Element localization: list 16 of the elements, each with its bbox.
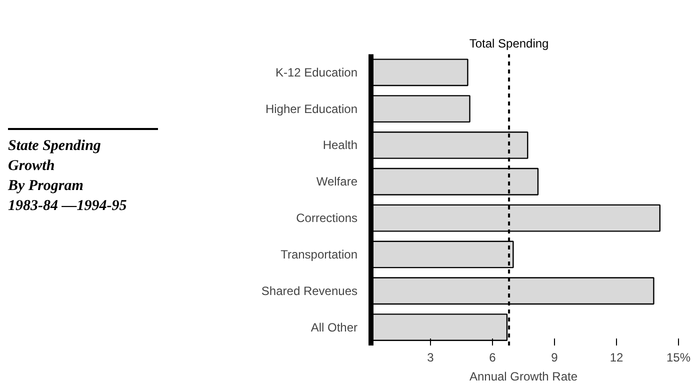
y-tick-label: All Other <box>310 320 358 334</box>
y-tick-label: Higher Education <box>265 102 358 116</box>
x-tick-label: 6 <box>489 350 496 364</box>
x-tick-label: 9 <box>551 350 558 364</box>
y-tick-label: Transportation <box>280 247 358 262</box>
text: State Spending Growth By Program 1983-84 —1994-95 <box>8 128 158 216</box>
x-tick-label: 12 <box>610 350 624 364</box>
y-tick-label: Welfare <box>316 174 358 189</box>
x-axis-title: Annual Growth Rate <box>469 370 578 384</box>
y-tick-label: K-12 Education <box>275 65 358 80</box>
y-tick-label: Health <box>322 138 358 152</box>
y-tick-label: Corrections <box>296 211 358 226</box>
ref-line-label: Total Spending <box>469 36 549 51</box>
x-tick-label: 3 <box>427 350 434 364</box>
y-tick-label: Shared Revenues <box>261 284 358 298</box>
x-tick-label: 15% <box>666 350 691 364</box>
